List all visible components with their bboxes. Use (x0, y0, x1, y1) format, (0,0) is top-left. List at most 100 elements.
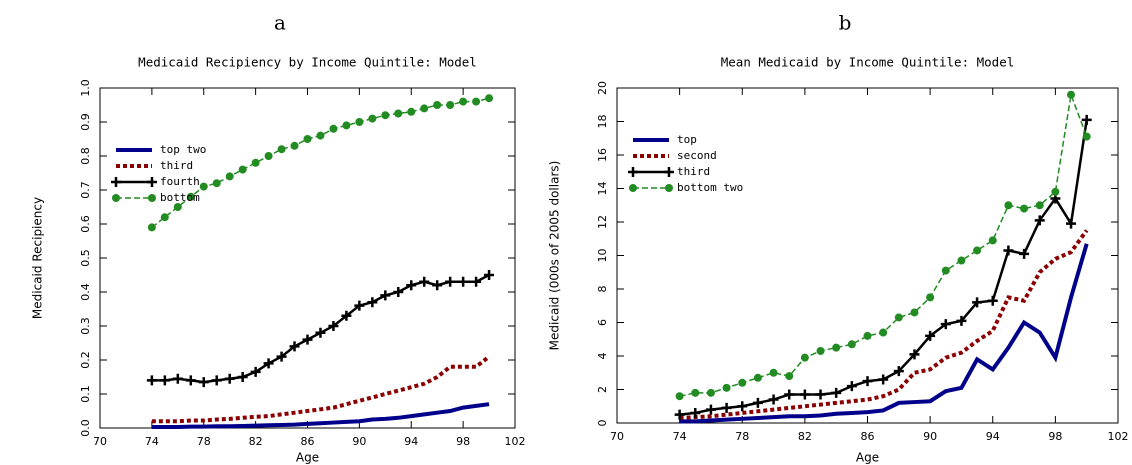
point (160, 213, 169, 222)
point (722, 383, 731, 392)
point (1067, 90, 1076, 99)
legend-label: fourth (160, 175, 200, 188)
point (315, 327, 326, 338)
point (752, 397, 763, 408)
point (250, 366, 261, 377)
point (846, 381, 857, 392)
point (721, 402, 732, 413)
point (368, 114, 377, 123)
chart-title: Medicaid Recipiency by Income Quintile: … (138, 55, 477, 70)
point (172, 373, 183, 384)
point (1066, 218, 1077, 229)
point (879, 328, 888, 337)
point (815, 389, 826, 400)
point (675, 392, 684, 401)
point (472, 97, 481, 106)
y-tick-label: 8 (596, 286, 609, 293)
y-tick-label: 0.1 (79, 385, 92, 403)
legend-marker (112, 194, 120, 202)
point (1051, 187, 1060, 196)
point (910, 308, 919, 317)
point (878, 374, 889, 385)
x-tick-label: 70 (93, 435, 107, 448)
point (988, 236, 997, 245)
y-tick-label: 18 (596, 115, 609, 129)
point (211, 375, 222, 386)
point (1034, 215, 1045, 226)
point (925, 330, 936, 341)
legend-marker (664, 167, 674, 177)
point (1003, 245, 1014, 256)
point (420, 104, 429, 113)
series-line (679, 229, 1089, 420)
y-tick-label: 0.0 (79, 419, 92, 437)
point (674, 409, 685, 420)
point (831, 387, 842, 398)
point (753, 373, 762, 382)
point (784, 389, 795, 400)
chart-title: Mean Medicaid by Income Quintile: Model (721, 55, 1015, 70)
y-tick-label: 0.4 (79, 283, 92, 301)
point (894, 313, 903, 322)
x-tick-label: 74 (145, 435, 159, 448)
x-tick-label: 94 (404, 435, 418, 448)
y-tick-label: 4 (596, 353, 609, 360)
y-tick-label: 0.9 (79, 113, 92, 131)
y-tick-label: 2 (596, 386, 609, 393)
point (768, 394, 779, 405)
point (909, 349, 920, 360)
x-tick-label: 102 (505, 435, 526, 448)
point (302, 334, 313, 345)
x-tick-label: 78 (735, 430, 749, 443)
y-tick-label: 0.7 (79, 181, 92, 199)
point (485, 94, 494, 103)
point (893, 366, 904, 377)
point (956, 315, 967, 326)
y-tick-label: 0.6 (79, 215, 92, 233)
y-tick-label: 10 (596, 249, 609, 263)
legend-marker (148, 194, 156, 202)
point (769, 368, 778, 377)
point (328, 321, 339, 331)
panel-letter: b (839, 11, 852, 35)
point (407, 107, 416, 116)
y-tick-label: 14 (596, 182, 609, 196)
legend-label: bottom two (677, 181, 743, 194)
point (847, 340, 856, 349)
series-line (151, 97, 490, 228)
point (342, 121, 351, 130)
x-axis-title: Age (296, 451, 319, 465)
y-tick-label: 0.8 (79, 147, 92, 165)
point (329, 124, 338, 133)
y-tick-label: 1.0 (79, 79, 92, 97)
point (690, 407, 701, 418)
point (380, 290, 391, 301)
legend-marker (665, 184, 673, 192)
legend-marker (111, 177, 121, 187)
point (212, 179, 221, 188)
point (198, 377, 209, 388)
point (972, 297, 983, 308)
series-line (151, 355, 491, 424)
point (237, 372, 248, 382)
point (926, 293, 935, 302)
point (973, 246, 982, 255)
point (147, 223, 156, 232)
point (446, 101, 455, 109)
point (957, 256, 966, 265)
x-tick-label: 70 (610, 430, 624, 443)
point (238, 165, 247, 174)
point (471, 276, 482, 287)
point (432, 280, 443, 291)
point (303, 135, 312, 143)
point (276, 351, 287, 362)
point (737, 401, 748, 412)
y-tick-label: 12 (596, 215, 609, 229)
legend-label: top (677, 133, 697, 146)
point (445, 276, 456, 287)
point (941, 266, 950, 275)
y-tick-label: 20 (596, 81, 609, 95)
legend-label: third (160, 159, 193, 172)
point (381, 111, 390, 120)
point (199, 182, 208, 191)
